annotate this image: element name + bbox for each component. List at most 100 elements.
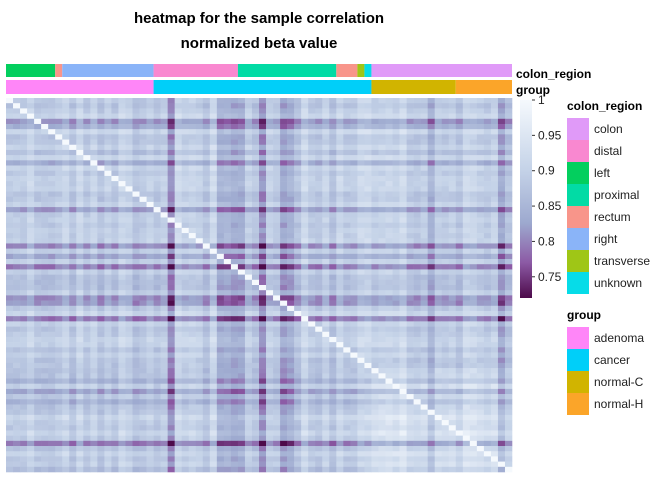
heatmap-cell [259,336,267,343]
heatmap-cell [132,362,140,369]
heatmap-cell [266,378,274,384]
heatmap-cell [378,336,386,343]
heatmap-cell [48,331,56,338]
heatmap-cell [97,295,105,301]
heatmap-cell [308,181,316,187]
heatmap-cell [301,274,309,281]
heatmap-cell [83,274,91,281]
heatmap-cell [90,248,98,255]
heatmap-cell [97,113,105,120]
heatmap-cell [216,243,225,249]
heatmap-cell [497,451,506,457]
heatmap-cell [83,342,91,348]
heatmap-cell [364,103,372,109]
heatmap-cell [202,404,211,410]
heatmap-cell [336,362,344,369]
heatmap-cell [181,243,190,249]
heatmap-cell [287,108,295,114]
heatmap-cell [132,279,140,286]
heatmap-cell [202,321,211,327]
heatmap-cell [188,414,197,421]
heatmap-cell [371,321,379,327]
heatmap-cell [223,326,232,333]
heatmap-cell [48,300,56,307]
heatmap-cell [160,129,168,135]
heatmap-cell [483,248,492,255]
heatmap-cell [315,248,323,255]
heatmap-cell [223,134,232,140]
heatmap-cell [294,201,302,208]
heatmap-cell [322,238,330,244]
heatmap-cell [462,155,471,161]
heatmap-cell [462,207,471,213]
heatmap-cell [230,336,239,343]
heatmap-cell [153,207,161,213]
heatmap-cell [139,295,147,301]
heatmap-cell [195,404,204,410]
heatmap-cell [62,362,70,369]
heatmap-cell [111,451,119,457]
heatmap-cell [209,414,218,421]
heatmap-cell [97,310,105,317]
heatmap-cell [160,233,168,239]
heatmap-cell [209,373,218,379]
heatmap-cell [308,451,316,457]
heatmap-cell [504,217,513,223]
heatmap-cell [392,388,400,395]
heatmap-cell [441,305,450,312]
heatmap-cell [125,414,133,421]
chart-title-line-2: normalized beta value [181,35,338,52]
heatmap-cell [315,300,323,307]
heatmap-cell [504,123,513,130]
heatmap-cell [76,430,84,436]
heatmap-cell [343,227,351,234]
heatmap-cell [504,368,513,374]
heatmap-cell [48,113,56,120]
heatmap-cell [111,368,119,374]
heatmap-cell [188,331,197,338]
heatmap-cell [160,316,168,322]
heatmap-cell [294,399,302,405]
heatmap-cell [34,196,42,203]
heatmap-cell [385,129,393,135]
heatmap-cell [118,253,126,260]
heatmap-cell [378,212,386,218]
group-segment-adenoma [6,80,154,94]
heatmap-cell [371,378,379,384]
heatmap-cell [301,175,309,182]
heatmap-cell [202,227,211,234]
heatmap-cell [230,420,239,426]
heatmap-cell [483,321,492,327]
heatmap-cell [371,98,379,104]
heatmap-cell [76,243,84,249]
heatmap-cell [125,248,133,255]
heatmap-cell [350,399,358,405]
heatmap-cell [455,253,464,260]
heatmap-cell [251,300,260,307]
heatmap-cell [483,425,492,431]
heatmap-cell [83,149,91,156]
heatmap-cell [378,430,386,436]
heatmap-cell [153,175,161,182]
heatmap-cell [350,435,358,442]
heatmap-cell [385,331,393,338]
heatmap-cell [174,108,182,114]
heatmap-cell [55,295,63,301]
heatmap-cell [125,175,133,182]
heatmap-cell [20,248,28,255]
heatmap-cell [188,368,197,374]
heatmap-cell [490,357,499,364]
heatmap-cell [357,414,365,421]
heatmap-cell [139,170,147,177]
heatmap-cell [167,285,175,291]
heatmap-cell [483,435,492,442]
heatmap-cell [27,285,35,291]
heatmap-cell [259,175,267,182]
heatmap-cell [195,347,204,353]
heatmap-cell [336,201,344,208]
heatmap-cell [280,352,288,359]
heatmap-cell [48,248,56,255]
heatmap-cell [174,274,182,281]
heatmap-cell [322,316,330,322]
heatmap-cell [237,295,246,301]
